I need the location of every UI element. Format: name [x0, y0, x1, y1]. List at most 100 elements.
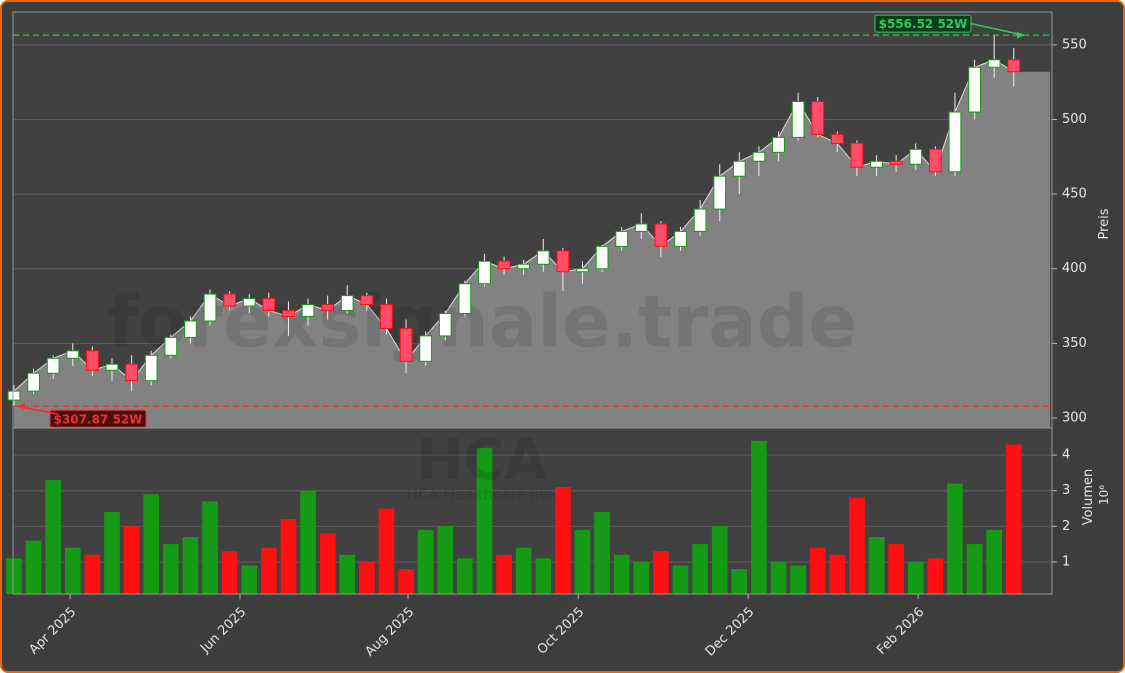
watermark-company: HCA Healthcare Inc.	[407, 486, 557, 504]
volume-bar	[613, 554, 630, 594]
candle-body	[556, 250, 570, 273]
candle-body	[46, 357, 60, 374]
candle-body	[321, 304, 335, 312]
x-tick-label: Oct 2025	[535, 605, 588, 658]
x-tick-label: Jun 2025	[197, 605, 249, 657]
y-tick-label: 300	[1062, 410, 1087, 425]
y2-tick-label: 1	[1062, 554, 1070, 569]
candle-body	[772, 136, 785, 153]
candle-body	[242, 298, 256, 307]
watermark: forexsignale.trade	[107, 280, 857, 364]
volume-bar	[653, 551, 669, 594]
candle-body	[615, 230, 629, 247]
volume-bar	[221, 551, 238, 594]
volume-bar	[260, 547, 277, 594]
volume-bar	[6, 558, 22, 594]
annotation-arrowhead	[1017, 31, 1024, 39]
candle-body	[478, 260, 491, 285]
candle-body	[634, 223, 648, 232]
y2-tick-label: 4	[1062, 448, 1070, 463]
candle-body	[203, 293, 217, 322]
volume-bar	[986, 529, 1003, 594]
candle-body	[438, 313, 452, 337]
candle-body	[928, 148, 942, 173]
candle-body	[752, 151, 766, 162]
volume-bar	[182, 537, 199, 594]
candle-body	[27, 372, 40, 392]
volume-bar	[417, 529, 434, 594]
candle-body	[811, 101, 825, 135]
volume-bar	[594, 512, 610, 594]
volume-bar	[790, 565, 806, 594]
candle-body	[7, 390, 21, 401]
volume-bar	[927, 558, 944, 594]
volume-bar	[966, 544, 983, 594]
volume-bar	[359, 561, 375, 594]
volume-bar	[143, 494, 160, 594]
candle-body	[1007, 59, 1021, 73]
volume-bar	[947, 483, 963, 594]
price-line	[13, 59, 1015, 392]
volume-bar	[515, 547, 532, 594]
candle-body	[458, 283, 472, 315]
volume-bar	[84, 554, 101, 594]
volume-bar	[829, 554, 846, 594]
candle-body	[850, 142, 864, 168]
candle-body	[987, 59, 1001, 68]
volume-bar	[457, 558, 473, 594]
volume-bar	[300, 490, 316, 594]
candle-body	[595, 245, 609, 270]
candle-body	[713, 175, 727, 210]
candle-body	[282, 310, 295, 317]
candle-body	[340, 295, 354, 312]
volume-bar	[868, 537, 885, 594]
volume-bar	[378, 508, 395, 594]
x-tick-label: Dec 2025	[703, 605, 758, 660]
candle-body	[674, 230, 687, 247]
candle-body	[419, 335, 433, 362]
candle-body	[497, 260, 511, 270]
candle-body	[968, 66, 981, 113]
volume-bar	[633, 561, 650, 594]
volume-bar	[104, 512, 120, 594]
y-tick-label: 500	[1062, 112, 1087, 127]
volume-bar	[123, 526, 140, 594]
volume-bar	[809, 547, 826, 594]
candle-body	[399, 327, 413, 362]
x-tick-label: Apr 2025	[27, 605, 80, 658]
candle-body	[889, 160, 903, 165]
candle-body	[301, 304, 315, 317]
volume-bar	[907, 561, 924, 594]
y-tick-label: 350	[1062, 336, 1087, 351]
candle-body	[870, 160, 883, 168]
volume-bar	[1005, 444, 1022, 594]
volume-bar	[398, 569, 414, 594]
volume-bar	[574, 529, 591, 594]
candle-body	[536, 250, 550, 265]
candle-body	[654, 223, 668, 247]
annotation-arrowhead	[18, 402, 25, 410]
volume-bar	[888, 544, 904, 594]
candle-body	[732, 160, 746, 177]
candle-body	[125, 363, 138, 382]
candle-body	[791, 101, 805, 138]
y2-scale-label: 10⁶	[1097, 485, 1111, 505]
volume-bar	[692, 544, 708, 594]
volume-bar	[162, 544, 179, 594]
watermark-ticker: HCA	[416, 428, 548, 493]
y-tick-label: 550	[1062, 37, 1087, 52]
volume-bar	[711, 526, 728, 594]
candle-body	[380, 304, 393, 329]
candle-body	[144, 354, 158, 382]
candle-body	[164, 336, 178, 356]
candle-body	[105, 363, 119, 371]
candle-body	[693, 208, 707, 232]
volume-bar	[476, 447, 493, 594]
y-axis-label: Preis	[1097, 208, 1112, 239]
volume-bar	[770, 561, 787, 594]
candle-body	[184, 320, 197, 338]
volume-bar	[241, 565, 258, 594]
y2-tick-label: 2	[1062, 519, 1070, 534]
x-tick-label: Feb 2026	[874, 605, 927, 658]
